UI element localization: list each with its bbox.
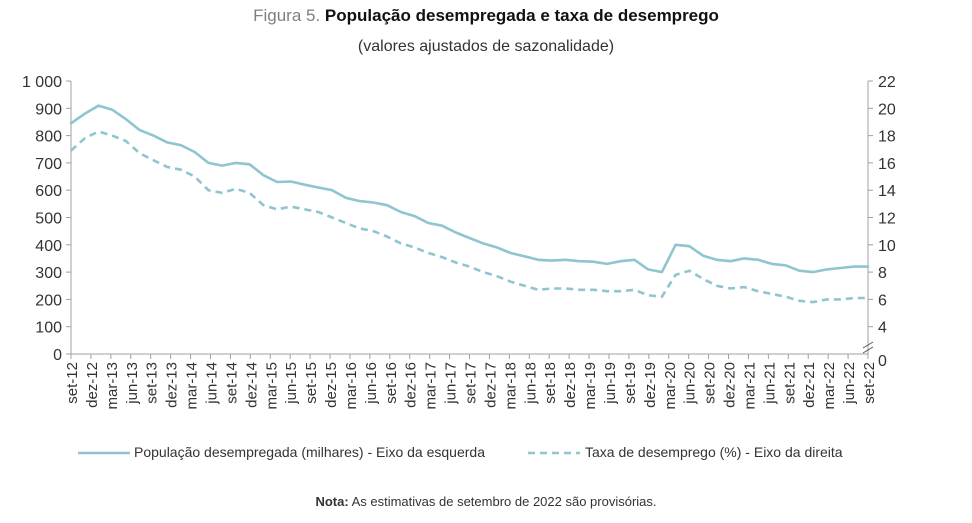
y-right-tick-label: 18 <box>878 129 896 146</box>
series-line-unemployed-population <box>69 104 870 274</box>
y-right-tick-label: 6 <box>878 292 887 309</box>
x-tick-label: dez-14 <box>243 362 260 408</box>
y-left-tick-label: 200 <box>35 292 62 309</box>
x-tick-label: mar-19 <box>582 362 599 410</box>
figure-title: Figura 5. População desempregada e taxa … <box>0 6 972 26</box>
x-tick-label: set-12 <box>64 362 81 404</box>
footnote: Nota: As estimativas de setembro de 2022… <box>0 494 972 509</box>
figure-main-title: População desempregada e taxa de desempr… <box>324 6 719 25</box>
axis-break-mark <box>862 346 874 354</box>
x-tick-label: dez-21 <box>801 362 818 408</box>
x-tick-label: set-19 <box>622 362 639 404</box>
x-tick-label: dez-19 <box>642 362 659 408</box>
x-tick-label: mar-22 <box>821 362 838 410</box>
x-tick-label: dez-18 <box>562 362 579 408</box>
x-tick-label: jun-16 <box>363 362 380 405</box>
x-tick-label: set-15 <box>303 362 320 404</box>
x-tick-label: mar-21 <box>741 362 758 410</box>
y-right-tick-label: 14 <box>878 183 896 200</box>
x-tick-label: jun-18 <box>522 362 539 405</box>
y-right-tick-label: 12 <box>878 211 896 228</box>
x-tick-label: mar-13 <box>104 362 121 410</box>
x-tick-label: mar-18 <box>502 362 519 410</box>
x-tick-label: set-21 <box>781 362 798 404</box>
y-left-tick-label: 500 <box>35 211 62 228</box>
x-tick-label: jun-17 <box>443 362 460 405</box>
y-left-tick-label: 700 <box>35 156 62 173</box>
y-left-tick-label: 600 <box>35 183 62 200</box>
x-tick-label: mar-20 <box>662 362 679 410</box>
y-left-tick-label: 800 <box>35 129 62 146</box>
x-tick-label: dez-20 <box>722 362 739 408</box>
x-tick-label: dez-13 <box>164 362 181 408</box>
x-tick-label: dez-17 <box>482 362 499 408</box>
note-text: As estimativas de setembro de 2022 são p… <box>351 494 657 509</box>
x-tick-label: set-16 <box>383 362 400 404</box>
x-tick-label: set-22 <box>861 362 878 404</box>
x-tick-label: mar-14 <box>184 362 201 410</box>
x-tick-label: jun-14 <box>203 362 220 405</box>
x-tick-label: set-13 <box>144 362 161 404</box>
x-tick-label: set-14 <box>223 362 240 404</box>
x-tick-label: jun-22 <box>841 362 858 405</box>
y-left-tick-label: 300 <box>35 265 62 282</box>
figure-label: Figura 5. <box>253 6 321 25</box>
x-tick-label: jun-20 <box>682 362 699 405</box>
legend-label-left: População desempregada (milhares) - Eixo… <box>134 444 485 460</box>
x-tick-label: jun-13 <box>124 362 141 405</box>
x-tick-label: set-17 <box>463 362 480 404</box>
x-tick-label: jun-21 <box>761 362 778 405</box>
y-right-tick-label: 4 <box>878 320 887 337</box>
legend-label-right: Taxa de desemprego (%) - Eixo da direita <box>585 444 843 460</box>
note-label: Nota: <box>315 494 349 509</box>
x-tick-label: mar-16 <box>343 362 360 410</box>
y-right-tick-label: 16 <box>878 156 896 173</box>
y-right-tick-label: 8 <box>878 265 887 282</box>
y-right-tick-label: 22 <box>878 74 896 91</box>
x-tick-label: jun-19 <box>602 362 619 405</box>
figure-subtitle: (valores ajustados de sazonalidade) <box>357 38 615 55</box>
y-left-tick-label: 900 <box>35 101 62 118</box>
x-tick-label: set-18 <box>542 362 559 404</box>
y-left-tick-label: 400 <box>35 238 62 255</box>
y-left-tick-label: 0 <box>53 347 62 364</box>
y-right-tick-label: 20 <box>878 101 896 118</box>
y-left-tick-label: 1 000 <box>22 74 62 91</box>
y-left-tick-label: 100 <box>35 320 62 337</box>
x-tick-label: dez-16 <box>403 362 420 408</box>
axis-break-mark <box>862 341 874 349</box>
x-tick-label: jun-15 <box>283 362 300 405</box>
x-tick-label: mar-15 <box>263 362 280 410</box>
x-tick-label: set-20 <box>702 362 719 404</box>
x-tick-label: mar-17 <box>423 362 440 410</box>
series-line-unemployment-rate <box>70 130 868 304</box>
x-tick-label: dez-15 <box>323 362 340 408</box>
x-tick-label: dez-12 <box>84 362 101 408</box>
y-right-tick-label: 10 <box>878 238 896 255</box>
y-right-tick-label: 0 <box>878 353 887 370</box>
